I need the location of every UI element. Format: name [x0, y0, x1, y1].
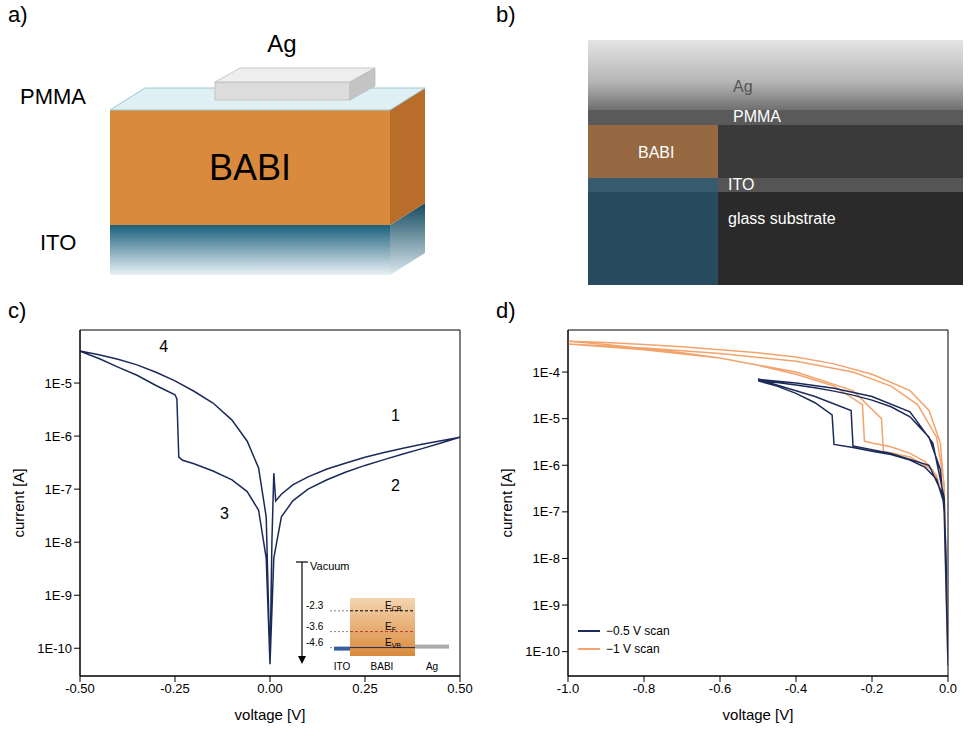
svg-text:1E-10: 1E-10	[525, 644, 560, 659]
svg-text:3: 3	[220, 505, 229, 522]
svg-text:EVB: EVB	[385, 637, 401, 649]
svg-text:1E-8: 1E-8	[45, 535, 72, 550]
svg-text:-4.6: -4.6	[306, 637, 324, 648]
svg-text:1E-10: 1E-10	[37, 641, 72, 656]
svg-text:-1.0: -1.0	[557, 681, 579, 696]
svg-text:1E-6: 1E-6	[45, 429, 72, 444]
html-text:−0.5 V scan: −0.5 V scan	[606, 624, 670, 638]
svg-text:-0.4: -0.4	[785, 681, 807, 696]
svg-text:2: 2	[391, 477, 400, 494]
svg-text:1E-5: 1E-5	[45, 376, 72, 391]
svg-text:ITO: ITO	[728, 176, 754, 193]
html-text:b): b)	[496, 2, 516, 27]
svg-text:Ag: Ag	[267, 30, 296, 57]
svg-text:-0.2: -0.2	[861, 681, 883, 696]
svg-text:Ag: Ag	[426, 661, 438, 672]
svg-text:BABI: BABI	[638, 144, 674, 161]
svg-text:1E-7: 1E-7	[45, 482, 72, 497]
svg-text:ITO: ITO	[40, 230, 76, 255]
svg-text:1: 1	[391, 407, 400, 424]
svg-text:1E-8: 1E-8	[533, 551, 560, 566]
svg-text:BABI: BABI	[209, 147, 291, 188]
svg-text:1E-5: 1E-5	[533, 411, 560, 426]
html-text:a): a)	[8, 2, 28, 27]
svg-text:-0.25: -0.25	[160, 681, 190, 696]
svg-text:0.0: 0.0	[939, 681, 957, 696]
svg-text:BABI: BABI	[371, 661, 394, 672]
svg-text:1E-9: 1E-9	[533, 598, 560, 613]
svg-text:Vacuum: Vacuum	[310, 560, 350, 572]
svg-text:ECB: ECB	[385, 600, 402, 612]
svg-text:-0.6: -0.6	[709, 681, 731, 696]
svg-text:-3.6: -3.6	[306, 621, 324, 632]
svg-text:0.25: 0.25	[352, 681, 377, 696]
svg-text:Ag: Ag	[733, 78, 753, 95]
svg-text:current [A]: current [A]	[10, 468, 27, 537]
svg-text:0.50: 0.50	[447, 681, 472, 696]
svg-text:PMMA: PMMA	[20, 84, 86, 109]
svg-text:4: 4	[159, 338, 168, 355]
svg-text:voltage [V]: voltage [V]	[235, 706, 306, 723]
html-text:d): d)	[496, 298, 516, 323]
svg-text:ITO: ITO	[334, 661, 351, 672]
svg-text:1E-4: 1E-4	[533, 365, 560, 380]
svg-text:1E-9: 1E-9	[45, 588, 72, 603]
svg-text:-0.8: -0.8	[633, 681, 655, 696]
svg-text:-0.50: -0.50	[65, 681, 95, 696]
svg-text:current [A]: current [A]	[498, 468, 515, 537]
svg-text:glass substrate: glass substrate	[728, 210, 836, 227]
svg-text:-2.3: -2.3	[306, 600, 324, 611]
svg-text:0.00: 0.00	[257, 681, 282, 696]
svg-text:1E-7: 1E-7	[533, 504, 560, 519]
html-text:c): c)	[8, 298, 27, 323]
html-text:−1 V scan: −1 V scan	[606, 642, 660, 656]
svg-text:EF: EF	[385, 621, 396, 633]
svg-text:PMMA: PMMA	[733, 108, 781, 125]
svg-text:voltage [V]: voltage [V]	[723, 706, 794, 723]
svg-text:1E-6: 1E-6	[533, 458, 560, 473]
